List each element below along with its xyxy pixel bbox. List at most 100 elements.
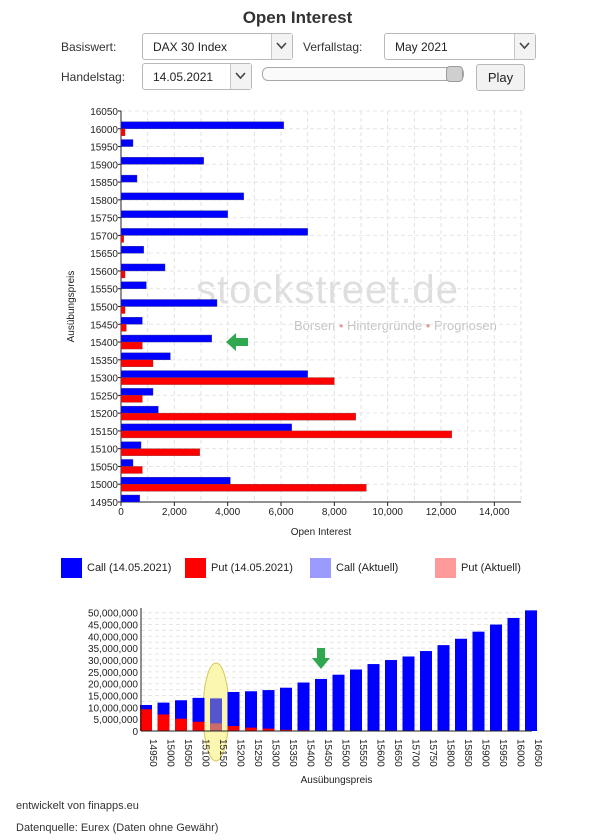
handelstag-select[interactable]: 14.05.2021 [142,63,252,90]
call-bar [402,656,415,731]
put-bar [157,714,170,731]
put-bar [120,448,200,456]
x-tick-label: 15150 [217,739,228,767]
y-tick-label: 15150 [90,427,118,438]
put-bar [120,359,154,368]
x-tick-label: 10,000 [372,507,403,518]
legend-swatch [435,558,456,578]
basiswert-label: Basiswert: [61,40,117,54]
put-bar [227,726,240,731]
y-tick-label: 35,000,000 [88,644,138,655]
legend-label: Put (Aktuell) [461,562,521,574]
put-bar [120,466,143,474]
call-bar [385,660,397,731]
put-bar [120,377,335,385]
x-tick-label: 2,000 [162,507,187,518]
call-bar [120,281,147,289]
put-bar [120,306,126,314]
y-tick-label: 16050 [90,107,118,118]
put-bar [262,728,275,731]
y-tick-label: 15300 [90,374,118,385]
x-tick-label: 8,000 [322,507,347,518]
call-bar [210,698,222,731]
call-bar [120,210,228,218]
y-tick-label: 15,000,000 [88,692,138,703]
call-bar [472,631,485,731]
call-bar [227,691,240,731]
y-tick-label: 45,000,000 [88,621,138,632]
y-tick-label: 16000 [90,125,118,136]
put-bar [120,235,124,243]
chevron-down-icon[interactable] [271,34,292,59]
x-axis-label: Ausübungspreis [301,775,373,786]
x-tick-label: 16000 [515,739,526,767]
x-tick-label: 15450 [322,739,333,767]
x-tick-label: 14950 [147,739,158,767]
call-bar [490,624,502,731]
put-bar [120,484,367,492]
x-tick-label: 15400 [305,739,316,767]
call-bar [120,388,154,396]
handelstag-value: 14.05.2021 [153,70,214,84]
call-bar [120,441,142,449]
call-bar [120,157,204,165]
open-interest-cumulative-chart: 14950 15000 15050 15100 15150 15200 15250 15300… [88,608,543,786]
y-tick-label: 15400 [90,338,118,349]
x-tick-label: 15800 [445,739,456,767]
y-tick-label: 15950 [90,143,118,154]
y-tick-label: 15550 [90,285,118,296]
call-bar [245,691,257,731]
call-bar [120,352,171,361]
call-bar [120,174,138,183]
handelstag-label: Handelstag: [61,70,126,84]
call-bar [297,682,310,731]
call-bar [455,638,467,731]
date-slider-track[interactable] [262,67,464,81]
call-bar [120,334,212,343]
put-bar [120,395,143,403]
chevron-down-icon[interactable] [230,64,251,89]
put-bar [120,128,126,136]
y-tick-label: 14950 [90,498,118,509]
x-tick-label: 0 [118,507,124,518]
call-bar [332,674,345,731]
y-tick-label: 15750 [90,214,118,225]
call-bar [120,317,143,325]
put-bar [192,721,205,731]
y-tick-label: 15700 [90,231,118,242]
x-tick-label: 6,000 [268,507,293,518]
call-bar [120,370,308,378]
put-bar [175,718,187,731]
put-bar [120,270,126,279]
x-tick-label: 15100 [200,739,211,767]
y-tick-label: 40,000,000 [88,632,138,643]
legend-swatch [310,558,331,578]
y-tick-label: 20,000,000 [88,680,138,691]
play-button[interactable]: Play [476,64,525,91]
call-bar [350,669,362,731]
x-tick-label: 4,000 [215,507,240,518]
footer-credit: entwickelt von finapps.eu [16,800,139,812]
x-tick-label: 15600 [375,739,386,767]
y-tick-label: 15500 [90,303,118,314]
date-slider-thumb[interactable] [446,66,463,82]
y-tick-label: 15100 [90,445,118,456]
x-tick-label: 15300 [270,739,281,767]
y-axis-label: Ausübungspreis [66,271,77,343]
legend-label: Call (14.05.2021) [87,562,172,574]
verfallstag-select[interactable]: May 2021 [384,33,536,60]
call-bar [120,477,231,485]
call-bar [525,610,537,731]
call-bar [120,459,134,467]
x-tick-label: 15500 [340,739,351,767]
y-tick-label: 25,000,000 [88,668,138,679]
legend-swatch [185,558,206,578]
x-tick-label: 15000 [165,739,176,767]
basiswert-select[interactable]: DAX 30 Index [142,33,293,60]
marker-arrow-icon [312,648,330,669]
put-bar [120,412,356,421]
call-bar [120,228,308,236]
x-tick-label: 15950 [497,739,508,767]
x-tick-label: 15650 [392,739,403,767]
chevron-down-icon[interactable] [514,34,535,59]
